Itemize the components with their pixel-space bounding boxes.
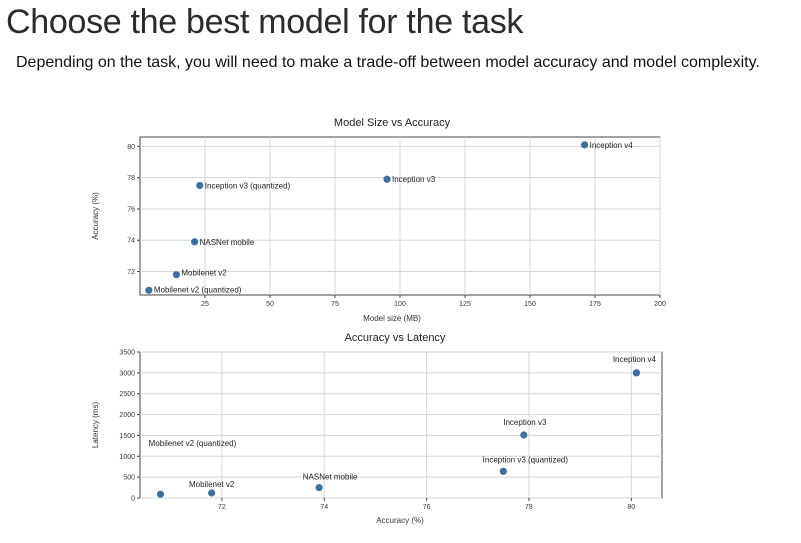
data-point — [196, 181, 204, 190]
point-layer: Inception v4 Inception v3 Inception v3 (qu… — [145, 141, 633, 294]
data-point-label: NASNet mobile — [303, 473, 358, 482]
data-point-label: Mobilenet v2 (quantized) — [149, 439, 237, 448]
data-point-label: Mobilenet v2 (quantized) — [154, 285, 242, 294]
data-point-label: Inception v3 (quantized) — [483, 455, 569, 464]
tick-layer: 72 74 76 78 80 0 500 1000 1500 2000 2500 3000 3500 — [119, 350, 635, 512]
data-point-label: Inception v3 (quantized) — [205, 181, 291, 190]
x-tick-label: 100 — [394, 301, 406, 308]
y-tick-label: 72 — [127, 269, 135, 276]
y-tick-label: 78 — [127, 175, 135, 182]
data-point — [191, 238, 199, 246]
y-tick-label: 1000 — [119, 454, 135, 461]
x-tick-label: 74 — [320, 504, 328, 511]
data-point-label: Inception v4 — [613, 355, 657, 364]
x-axis-label: Model size (MB) — [363, 314, 421, 323]
data-point — [172, 271, 180, 279]
data-point — [208, 489, 216, 497]
data-point — [632, 369, 641, 377]
plot-frame — [139, 351, 663, 499]
tick-layer: 25 50 75 100 125 150 175 200 72 74 76 78 80 — [127, 144, 666, 308]
chart-title: Model Size vs Accuracy — [334, 117, 451, 129]
data-point — [315, 483, 323, 492]
chart-title: Accuracy vs Latency — [345, 332, 446, 344]
y-tick-label: 76 — [127, 206, 135, 213]
y-tick-label: 1500 — [119, 433, 135, 440]
y-axis-label: Accuracy (%) — [91, 192, 100, 240]
page-title: Choose the best model for the task — [6, 3, 524, 41]
data-point — [145, 286, 153, 294]
data-point-label: Mobilenet v2 — [181, 269, 227, 278]
data-point-label: Mobilenet v2 — [189, 480, 235, 489]
x-tick-label: 78 — [525, 504, 533, 511]
y-tick-label: 74 — [127, 238, 135, 245]
x-axis-label: Accuracy (%) — [376, 516, 424, 525]
x-tick-label: 200 — [654, 301, 666, 308]
y-tick-label: 2000 — [119, 412, 135, 419]
x-tick-label: 72 — [218, 504, 226, 511]
data-point — [156, 490, 165, 498]
data-point-label: Inception v4 — [590, 141, 634, 150]
grid-layer — [140, 351, 662, 499]
x-tick-label: 125 — [459, 301, 471, 308]
y-tick-label: 3000 — [119, 370, 135, 377]
grid-layer — [140, 137, 661, 295]
page-subtitle: Depending on the task, you will need to … — [16, 54, 760, 71]
data-point — [499, 467, 507, 475]
y-tick-label: 0 — [131, 496, 135, 503]
data-point — [383, 175, 391, 183]
y-tick-label: 3500 — [119, 350, 135, 357]
data-point-label: NASNet mobile — [200, 238, 255, 247]
y-tick-label: 2500 — [119, 391, 135, 398]
x-tick-label: 175 — [589, 301, 601, 308]
x-tick-label: 76 — [423, 504, 431, 511]
x-tick-label: 25 — [201, 301, 209, 308]
x-tick-label: 150 — [524, 301, 536, 308]
x-tick-label: 80 — [627, 504, 635, 511]
y-axis-label: Latency (ms) — [91, 402, 100, 449]
point-layer: Inception v4 Inception v3 Inception v3 (qu… — [149, 355, 657, 498]
y-tick-label: 80 — [127, 144, 135, 151]
data-point-label: Inception v3 — [392, 175, 436, 184]
y-tick-label: 500 — [123, 475, 135, 482]
x-tick-label: 50 — [266, 301, 274, 308]
x-tick-label: 75 — [331, 301, 339, 308]
data-point-label: Inception v3 — [503, 418, 547, 427]
data-point — [520, 431, 528, 439]
data-point — [581, 141, 589, 149]
